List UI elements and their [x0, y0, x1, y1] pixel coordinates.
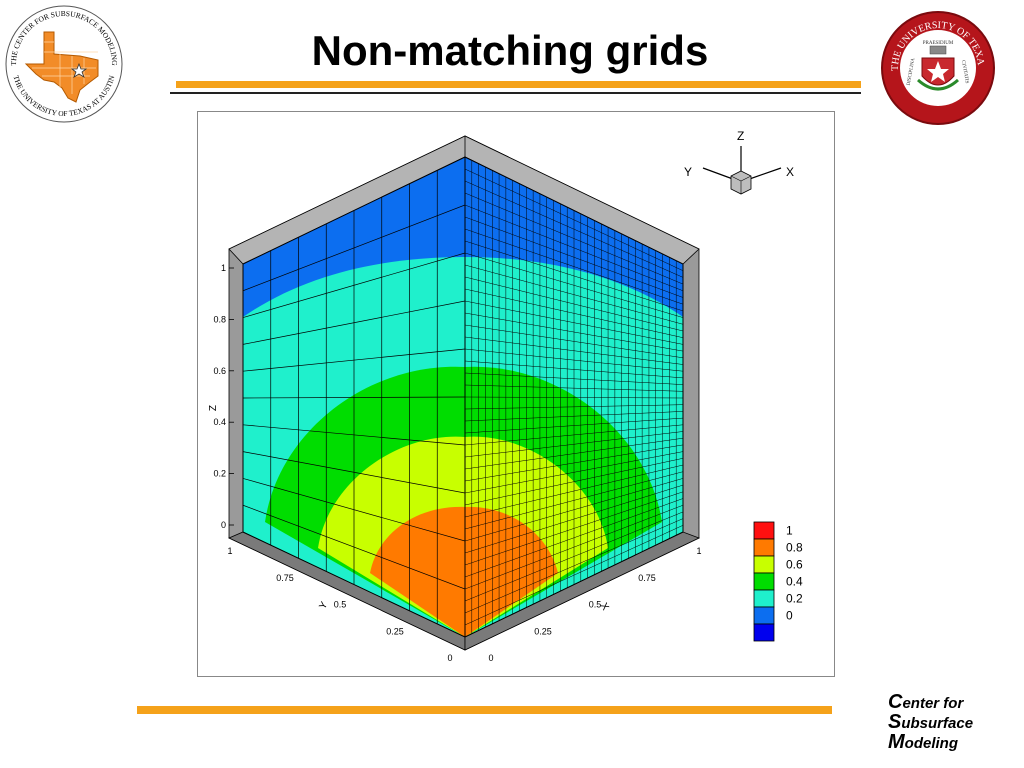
triad-y-label: Y [684, 165, 692, 179]
legend-swatch [753, 555, 775, 574]
band-08-left [370, 506, 465, 637]
ut-seal-motto-right: CIVITATIS [960, 60, 969, 84]
ut-seal-ring-bottom: AT AUSTIN [913, 89, 964, 107]
legend-swatch [753, 606, 775, 625]
triad-x-label: X [786, 165, 794, 179]
z-tick-label: 0 [221, 520, 226, 530]
ut-seal-motto-top: PRAESIDIUM [923, 41, 954, 46]
y-tick-label: 0 [447, 653, 452, 663]
legend-swatch [753, 538, 775, 557]
ut-seal-icon: PRAESIDIUM DISCIPLINA CIVITATIS [907, 41, 969, 91]
z-axis-title: Z [208, 405, 219, 411]
figure-frame: 0 0.2 0.4 0.6 0.8 1 Z 1 0.75 0.5 0.25 0 Y 0 0.25 0.… [197, 111, 835, 677]
right-logo: THE UNIVERSITY OF TEXAS AT AUSTIN PRAESI… [873, 2, 1000, 126]
z-axis: 0 0.2 0.4 0.6 0.8 1 [213, 263, 234, 530]
x-tick-label: 0 [488, 653, 493, 663]
right-face-contours [465, 157, 683, 637]
legend-label: 0.2 [786, 592, 803, 606]
legend-swatch [753, 589, 775, 608]
z-tick-label: 0.8 [213, 314, 226, 324]
legend-swatch [753, 572, 775, 591]
legend-label: 0.6 [786, 558, 803, 572]
contour-legend: 1 0.8 0.6 0.4 0.2 0 [753, 521, 803, 642]
left-logo: THE CENTER FOR SUBSURFACE MODELING THE U… [2, 2, 126, 126]
y-axis-title: Y [317, 600, 330, 612]
left-face-contours [243, 157, 465, 637]
csm-line-2: Subsurface [888, 711, 974, 733]
x-tick-label: 0.75 [638, 573, 656, 583]
y-tick-label: 1 [227, 546, 232, 556]
title-rule-orange [176, 81, 861, 88]
legend-label: 0 [786, 609, 793, 623]
svg-text:AT AUSTIN: AT AUSTIN [913, 89, 964, 107]
footer-rule-orange [137, 706, 832, 714]
non-matching-grid-plot: 0 0.2 0.4 0.6 0.8 1 Z 1 0.75 0.5 0.25 0 Y 0 0.25 0.… [208, 129, 803, 663]
legend-swatch [753, 623, 775, 642]
triad-z-label: Z [737, 129, 744, 143]
csm-line-1: Center for [888, 691, 964, 713]
x-axis-title: X [598, 601, 611, 613]
legend-label: 0.4 [786, 575, 803, 589]
orientation-triad: Z Y X [684, 129, 794, 195]
title-rule-black [170, 92, 861, 94]
y-tick-label: 0.5 [334, 600, 347, 610]
x-tick-label: 1 [696, 546, 701, 556]
csm-footer: Center for Subsurface Modeling [888, 691, 1018, 753]
csm-line-3: Modeling [888, 731, 958, 753]
z-tick-label: 0.2 [213, 469, 226, 479]
band-08-right [465, 506, 558, 637]
x-tick-label: 0.5 [589, 600, 602, 610]
legend-swatch [753, 521, 775, 540]
legend-label: 0.8 [786, 541, 803, 555]
z-tick-label: 0.6 [213, 366, 226, 376]
y-tick-label: 0.75 [276, 573, 294, 583]
y-axis: 1 0.75 0.5 0.25 0 [227, 546, 452, 663]
z-tick-label: 0.4 [213, 417, 226, 427]
slide-title: Non-matching grids [311, 27, 709, 74]
y-tick-label: 0.25 [386, 626, 404, 636]
texas-map-icon [24, 31, 99, 103]
ut-seal-motto-left: DISCIPLINA [907, 57, 917, 86]
z-tick-label: 1 [221, 263, 226, 273]
x-tick-label: 0.25 [534, 626, 552, 636]
x-axis: 0 0.25 0.5 0.75 1 [488, 546, 701, 663]
legend-label: 1 [786, 524, 793, 538]
